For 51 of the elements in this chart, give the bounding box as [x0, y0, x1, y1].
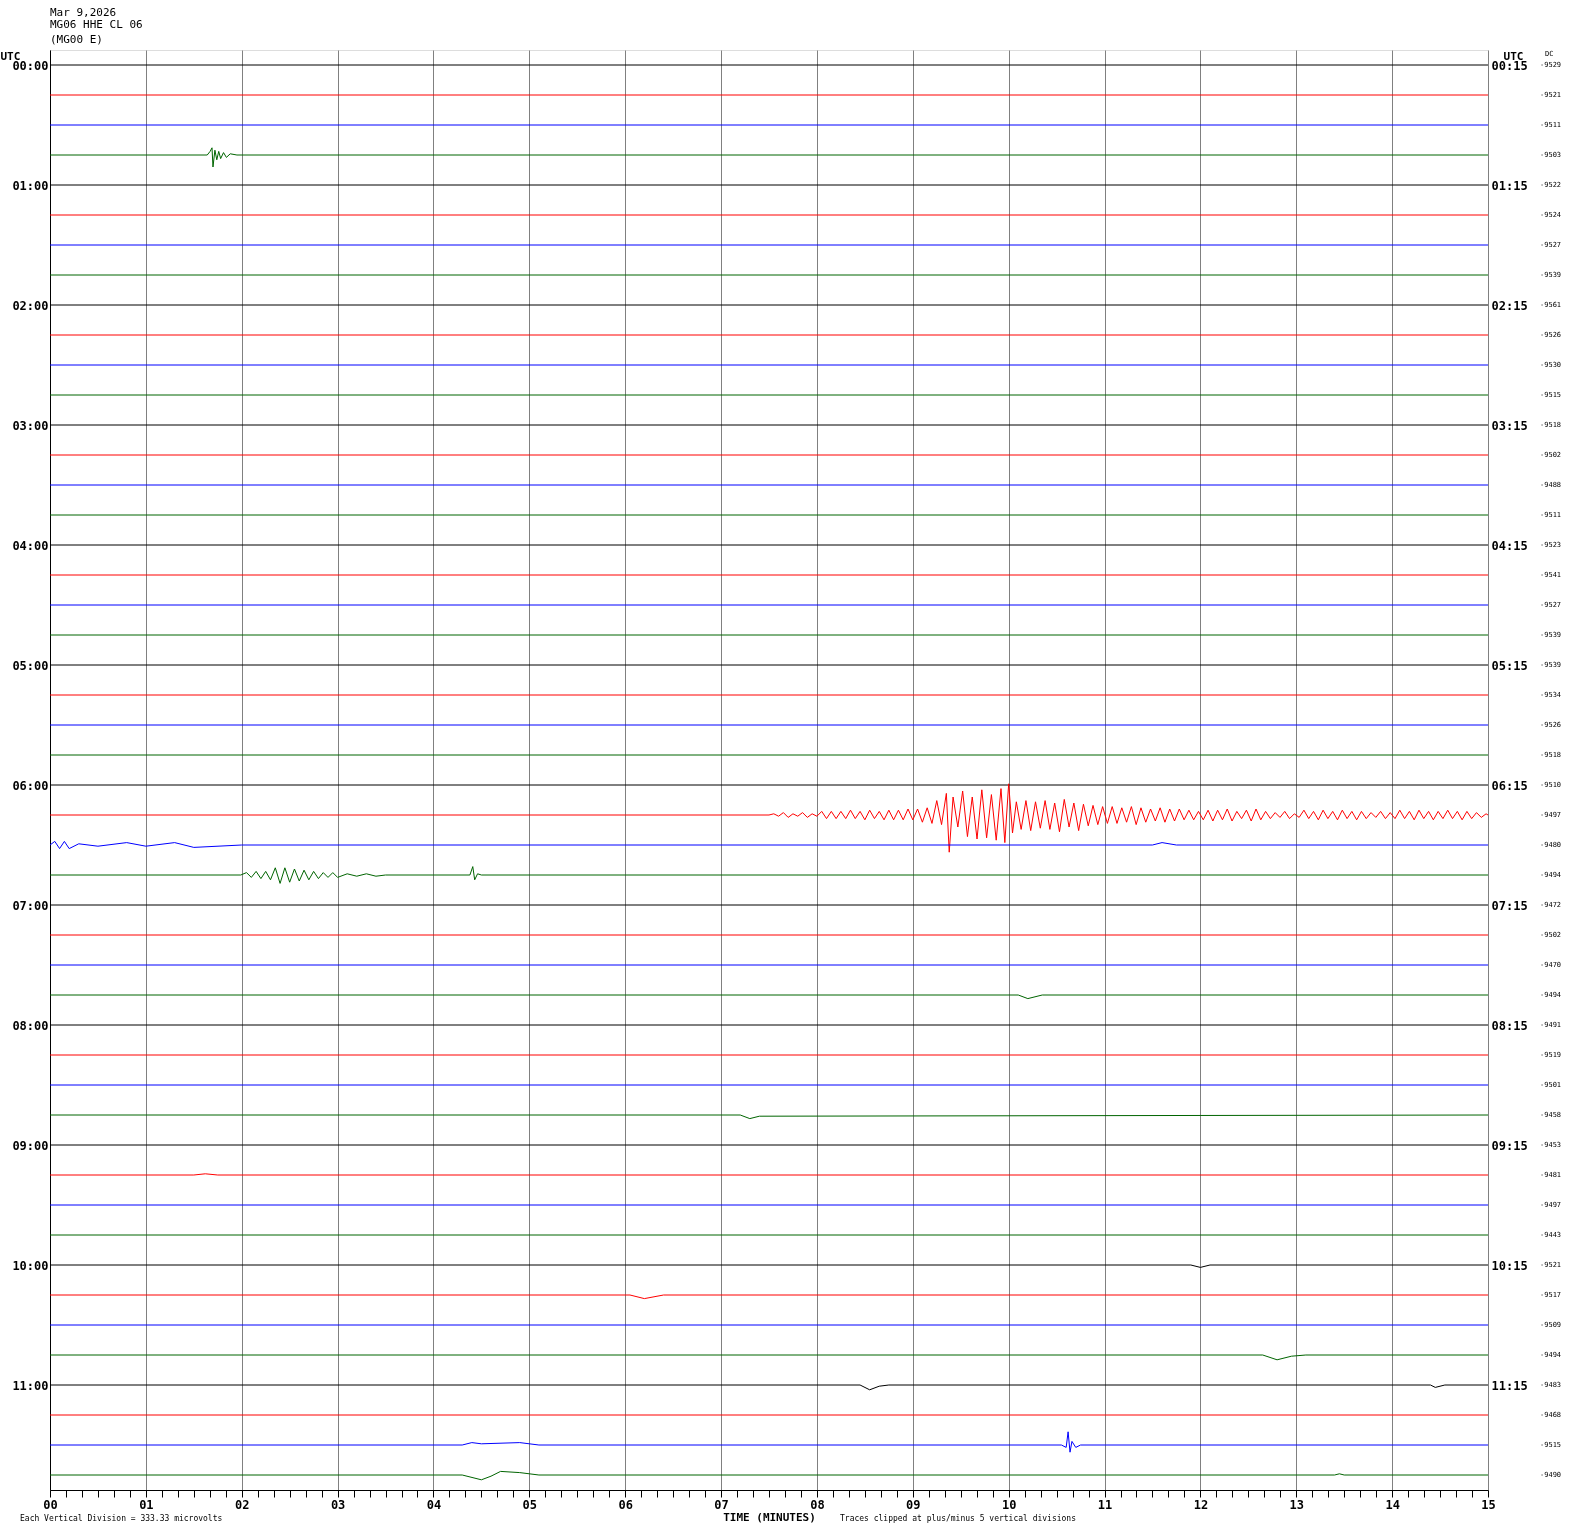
x-tick-label: 05 [522, 1497, 538, 1512]
y2-tick-label: 07:15 [1491, 898, 1528, 913]
x-tick-label: 09 [906, 1497, 921, 1512]
y-tick-label: 05:00 [12, 658, 49, 673]
x-tick-label: 07 [714, 1497, 729, 1512]
y2-tick-label: 06:15 [1491, 778, 1528, 793]
y-tick-label: 06:00 [12, 778, 49, 793]
chart-subtitle: MG06 HHE CL 06 (MG00 E) [50, 18, 143, 46]
x-tick-label: 01 [139, 1497, 154, 1512]
x-tick-label: 04 [426, 1497, 442, 1512]
y2-tick-label: 03:15 [1491, 418, 1528, 433]
y-tick-label: 03:00 [12, 418, 49, 433]
y-tick-label: 07:00 [12, 898, 49, 913]
y-tick-label: 02:00 [12, 298, 49, 313]
y-tick-label: 00:00 [12, 58, 49, 73]
chart-title: Mar 9,2026 [50, 6, 117, 19]
y2-tick-label: 10:15 [1491, 1258, 1528, 1273]
x-tick-label: 02 [235, 1497, 250, 1512]
x-tick-label: 14 [1385, 1497, 1400, 1512]
y-tick-label: 10:00 [12, 1258, 49, 1273]
x-tick-label: 06 [618, 1497, 633, 1512]
y2-tick-label: 00:15 [1491, 58, 1528, 73]
text: Traces clipped at plus/minus 5 vertical divisions [840, 1514, 1077, 1523]
x-axis-title: TIME (MINUTES) [723, 1510, 816, 1524]
y-tick-label: 04:00 [12, 538, 49, 553]
y-tick-label: 11:00 [12, 1378, 49, 1393]
y2-tick-label: 05:15 [1491, 658, 1528, 673]
line-series [49, 1431, 1489, 1453]
y-tick-label: 08:00 [12, 1018, 49, 1033]
x-tick-label: 15 [1481, 1497, 1496, 1512]
text: Each Vertical Division = 333.33 microvolts [20, 1514, 223, 1523]
x-tick-label: 00 [43, 1497, 58, 1512]
y2-tick-label: 08:15 [1491, 1018, 1528, 1033]
line-series [49, 147, 1489, 168]
x-tick-label: 08 [810, 1497, 825, 1512]
line-series [49, 1470, 1489, 1481]
y-tick-label: 01:00 [12, 178, 49, 193]
x-tick-label: 03 [330, 1497, 346, 1512]
y2-tick-label: 01:15 [1491, 178, 1528, 193]
x-tick-label: 12 [1193, 1497, 1209, 1512]
y2-tick-label: 04:15 [1491, 538, 1528, 553]
y-tick-label: 09:00 [12, 1138, 49, 1153]
y2-tick-label: 11:15 [1491, 1378, 1528, 1393]
x-tick-label: 11 [1097, 1497, 1113, 1512]
x-tick-label: 10 [1001, 1497, 1017, 1512]
y2-tick-label: 02:15 [1491, 298, 1528, 313]
y2-tick-label: 09:15 [1491, 1138, 1528, 1153]
x-tick-label: 13 [1289, 1497, 1304, 1512]
line-series [49, 866, 1489, 884]
line-series [49, 783, 1489, 853]
line-series [49, 840, 1489, 850]
